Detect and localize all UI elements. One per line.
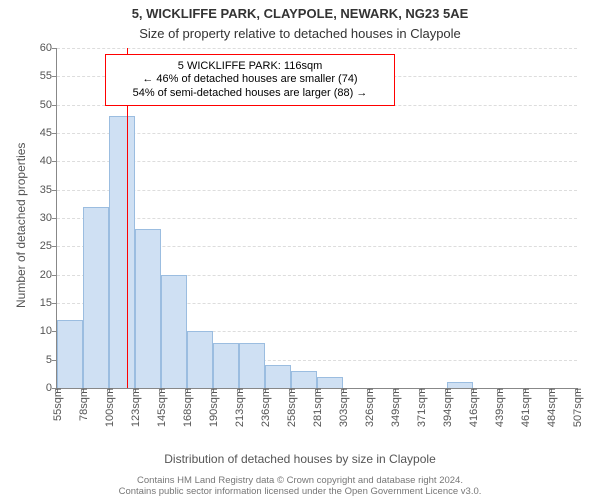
copyright-line: Contains public sector information licen…: [0, 487, 600, 498]
gridline: [57, 48, 577, 49]
x-axis-label: Distribution of detached houses by size …: [0, 452, 600, 466]
xtick-label: 371sqm: [414, 388, 428, 427]
histogram-bar: [135, 229, 161, 388]
histogram-bar: [187, 331, 213, 388]
xtick-label: 326sqm: [362, 388, 376, 427]
ytick-label: 5: [46, 354, 57, 366]
xtick-label: 100sqm: [102, 388, 116, 427]
annotation-line: 5 WICKLIFFE PARK: 116sqm: [178, 60, 322, 73]
xtick-label: 213sqm: [232, 388, 246, 427]
xtick-label: 123sqm: [128, 388, 142, 427]
chart-title-line1: 5, WICKLIFFE PARK, CLAYPOLE, NEWARK, NG2…: [0, 6, 600, 21]
xtick-label: 258sqm: [284, 388, 298, 427]
ytick-label: 35: [40, 184, 57, 196]
plot-area: 05101520253035404550556055sqm78sqm100sqm…: [56, 48, 577, 389]
histogram-bar: [317, 377, 343, 388]
xtick-label: 439sqm: [492, 388, 506, 427]
histogram-bar: [109, 116, 135, 388]
gridline: [57, 190, 577, 191]
gridline: [57, 161, 577, 162]
xtick-label: 145sqm: [154, 388, 168, 427]
histogram-bar: [57, 320, 83, 388]
copyright: Contains HM Land Registry data © Crown c…: [0, 476, 600, 498]
histogram-bar: [213, 343, 239, 388]
ytick-label: 10: [40, 325, 57, 337]
gridline: [57, 133, 577, 134]
ytick-label: 45: [40, 127, 57, 139]
ytick-label: 20: [40, 269, 57, 281]
ytick-label: 25: [40, 240, 57, 252]
xtick-label: 394sqm: [440, 388, 454, 427]
chart-title-line2: Size of property relative to detached ho…: [0, 26, 600, 41]
xtick-label: 168sqm: [180, 388, 194, 427]
histogram-bar: [239, 343, 265, 388]
histogram-bar: [265, 365, 291, 388]
histogram-bar: [161, 275, 187, 388]
xtick-label: 461sqm: [518, 388, 532, 427]
xtick-label: 281sqm: [310, 388, 324, 427]
ytick-label: 55: [40, 70, 57, 82]
xtick-label: 55sqm: [50, 388, 64, 421]
xtick-label: 236sqm: [258, 388, 272, 427]
annotation-line: ← 46% of detached houses are smaller (74…: [142, 73, 357, 86]
xtick-label: 484sqm: [544, 388, 558, 427]
histogram-bar: [83, 207, 109, 388]
y-axis-label: Number of detached properties: [14, 143, 28, 308]
xtick-label: 303sqm: [336, 388, 350, 427]
ytick-label: 30: [40, 212, 57, 224]
annotation-box: 5 WICKLIFFE PARK: 116sqm ← 46% of detach…: [105, 54, 395, 106]
gridline: [57, 218, 577, 219]
xtick-label: 349sqm: [388, 388, 402, 427]
ytick-label: 60: [40, 42, 57, 54]
ytick-label: 50: [40, 99, 57, 111]
xtick-label: 78sqm: [76, 388, 90, 421]
ytick-label: 40: [40, 155, 57, 167]
chart-container: 5, WICKLIFFE PARK, CLAYPOLE, NEWARK, NG2…: [0, 0, 600, 500]
ytick-label: 15: [40, 297, 57, 309]
xtick-label: 507sqm: [570, 388, 584, 427]
histogram-bar: [447, 382, 473, 388]
annotation-line: 54% of semi-detached houses are larger (…: [133, 87, 368, 100]
xtick-label: 190sqm: [206, 388, 220, 427]
histogram-bar: [291, 371, 317, 388]
xtick-label: 416sqm: [466, 388, 480, 427]
